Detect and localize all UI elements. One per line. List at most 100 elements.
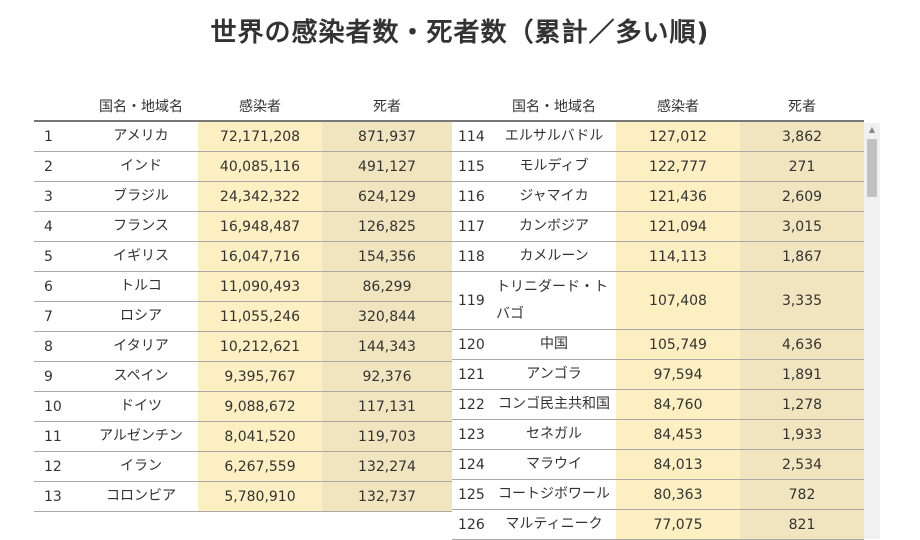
- cases-cell: 84,013: [616, 449, 740, 480]
- triangle-up-icon[interactable]: ▲: [868, 125, 876, 134]
- deaths-cell: 132,737: [322, 481, 452, 512]
- country-name-cell: マルティニーク: [492, 509, 616, 540]
- table-row: 7 ロシア 11,055,246 320,844: [34, 301, 452, 332]
- cases-cell: 16,047,716: [198, 241, 322, 272]
- country-name-cell: コロンビア: [84, 481, 198, 512]
- page-title: 世界の感染者数・死者数（累計／多い順): [210, 18, 710, 48]
- country-name-cell: セネガル: [492, 419, 616, 450]
- deaths-cell: 821: [740, 509, 864, 540]
- deaths-cell: 320,844: [322, 301, 452, 332]
- country-name-cell: インド: [84, 151, 198, 182]
- cases-cell: 97,594: [616, 359, 740, 390]
- scrollbar-thumb[interactable]: [867, 139, 877, 197]
- rank-cell: 7: [34, 301, 84, 332]
- rank-cell: 115: [452, 151, 492, 182]
- rank-cell: 125: [452, 479, 492, 510]
- header-deaths: 死者: [322, 92, 452, 122]
- table-row: 11 アルゼンチン 8,041,520 119,703: [34, 421, 452, 452]
- country-name-cell: スペイン: [84, 361, 198, 392]
- table-header-row: 国名・地域名 感染者 死者: [452, 92, 864, 122]
- rank-cell: 5: [34, 241, 84, 272]
- deaths-cell: 3,335: [740, 271, 864, 330]
- rank-cell: 120: [452, 329, 492, 360]
- cases-cell: 24,342,322: [198, 181, 322, 212]
- cases-cell: 9,395,767: [198, 361, 322, 392]
- deaths-cell: 271: [740, 151, 864, 182]
- table-row: 114 エルサルバドル 127,012 3,862: [452, 121, 864, 152]
- rank-cell: 12: [34, 451, 84, 482]
- header-name: 国名・地域名: [492, 92, 616, 122]
- cases-cell: 10,212,621: [198, 331, 322, 362]
- country-name-cell: イタリア: [84, 331, 198, 362]
- country-name-cell: マラウイ: [492, 449, 616, 480]
- country-name-cell: カンボジア: [492, 211, 616, 242]
- rank-cell: 6: [34, 271, 84, 302]
- table-row: 10 ドイツ 9,088,672 117,131: [34, 391, 452, 422]
- table-row: 12 イラン 6,267,559 132,274: [34, 451, 452, 482]
- deaths-cell: 1,933: [740, 419, 864, 450]
- cases-cell: 105,749: [616, 329, 740, 360]
- deaths-cell: 2,609: [740, 181, 864, 212]
- deaths-cell: 119,703: [322, 421, 452, 452]
- cases-cell: 8,041,520: [198, 421, 322, 452]
- deaths-cell: 782: [740, 479, 864, 510]
- table-row: 8 イタリア 10,212,621 144,343: [34, 331, 452, 362]
- rank-cell: 121: [452, 359, 492, 390]
- rank-cell: 116: [452, 181, 492, 212]
- cases-cell: 11,090,493: [198, 271, 322, 302]
- cases-cell: 40,085,116: [198, 151, 322, 182]
- country-name-cell: アメリカ: [84, 121, 198, 152]
- deaths-cell: 4,636: [740, 329, 864, 360]
- cases-cell: 84,760: [616, 389, 740, 420]
- rank-cell: 4: [34, 211, 84, 242]
- country-name-cell: コートジボワール: [492, 479, 616, 510]
- cases-cell: 80,363: [616, 479, 740, 510]
- cases-cell: 114,113: [616, 241, 740, 272]
- header-name: 国名・地域名: [84, 92, 198, 122]
- rank-cell: 126: [452, 509, 492, 540]
- table-row: 120 中国 105,749 4,636: [452, 329, 864, 360]
- country-name-cell: イラン: [84, 451, 198, 482]
- table-row: 123 セネガル 84,453 1,933: [452, 419, 864, 450]
- table-row: 1 アメリカ 72,171,208 871,937: [34, 121, 452, 152]
- country-name-cell: コンゴ民主共和国: [492, 389, 616, 420]
- rank-cell: 3: [34, 181, 84, 212]
- country-name-cell: ブラジル: [84, 181, 198, 212]
- country-name-cell: カメルーン: [492, 241, 616, 272]
- deaths-cell: 871,937: [322, 121, 452, 152]
- table-row: 6 トルコ 11,090,493 86,299: [34, 271, 452, 302]
- deaths-cell: 144,343: [322, 331, 452, 362]
- cases-cell: 127,012: [616, 121, 740, 152]
- deaths-cell: 1,278: [740, 389, 864, 420]
- right-data-table: 国名・地域名 感染者 死者 114 エルサルバドル 127,012 3,862 115 モ…: [452, 92, 864, 540]
- country-name-cell: ドイツ: [84, 391, 198, 422]
- country-name-cell: フランス: [84, 211, 198, 242]
- country-name-cell: イギリス: [84, 241, 198, 272]
- cases-cell: 11,055,246: [198, 301, 322, 332]
- left-data-table: 国名・地域名 感染者 死者 1 アメリカ 72,171,208 871,937 2 インド…: [34, 92, 452, 512]
- header-deaths: 死者: [740, 92, 864, 122]
- rank-cell: 124: [452, 449, 492, 480]
- country-name-cell: アンゴラ: [492, 359, 616, 390]
- deaths-cell: 154,356: [322, 241, 452, 272]
- table-row: 119 トリニダード・トバゴ 107,408 3,335: [452, 271, 864, 330]
- cases-cell: 84,453: [616, 419, 740, 450]
- deaths-cell: 132,274: [322, 451, 452, 482]
- deaths-cell: 3,015: [740, 211, 864, 242]
- table-row: 13 コロンビア 5,780,910 132,737: [34, 481, 452, 512]
- table-row: 118 カメルーン 114,113 1,867: [452, 241, 864, 272]
- table-row: 126 マルティニーク 77,075 821: [452, 509, 864, 540]
- country-name-cell: ジャマイカ: [492, 181, 616, 212]
- vertical-scrollbar[interactable]: ▲: [864, 123, 880, 539]
- deaths-cell: 117,131: [322, 391, 452, 422]
- rank-cell: 10: [34, 391, 84, 422]
- cases-cell: 5,780,910: [198, 481, 322, 512]
- table-header-row: 国名・地域名 感染者 死者: [34, 92, 452, 122]
- right-table-panel: 国名・地域名 感染者 死者 114 エルサルバドル 127,012 3,862 115 モ…: [452, 92, 864, 540]
- country-name-cell: モルディブ: [492, 151, 616, 182]
- cases-cell: 121,436: [616, 181, 740, 212]
- left-table-panel: 国名・地域名 感染者 死者 1 アメリカ 72,171,208 871,937 2 インド…: [34, 92, 452, 512]
- table-row: 9 スペイン 9,395,767 92,376: [34, 361, 452, 392]
- country-name-cell: アルゼンチン: [84, 421, 198, 452]
- table-row: 121 アンゴラ 97,594 1,891: [452, 359, 864, 390]
